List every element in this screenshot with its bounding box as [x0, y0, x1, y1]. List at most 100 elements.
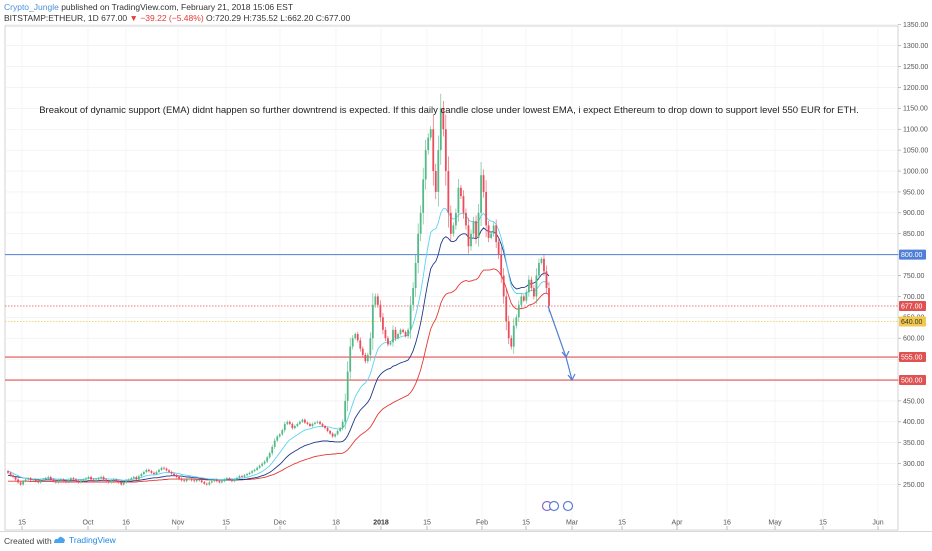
candle-body	[339, 428, 342, 432]
candle-body	[301, 419, 304, 422]
candle-body	[140, 474, 143, 477]
candle-body	[142, 471, 145, 475]
price-tick-label: 1250.00	[903, 64, 928, 71]
support-resistance-levels	[5, 254, 898, 381]
level-tag-label: 677.00	[901, 304, 923, 311]
price-chart[interactable]: Breakout of dynamic support (EMA) didnt …	[0, 0, 932, 531]
candle-body	[515, 317, 518, 326]
candle-body	[389, 342, 392, 345]
candle-body	[309, 423, 311, 426]
candle-body	[522, 296, 525, 301]
candle-body	[185, 479, 188, 482]
candle-body	[231, 479, 233, 482]
tradingview-link[interactable]: TradingView	[52, 534, 116, 546]
candle-body	[173, 473, 175, 476]
candle-body	[472, 221, 475, 234]
candle-body	[482, 175, 485, 192]
candle-body	[67, 480, 70, 482]
price-tick-label: 1050.00	[903, 148, 928, 155]
level-tag-label: 555.00	[901, 355, 923, 362]
candle-body	[205, 483, 208, 485]
price-tick-label: 750.00	[903, 273, 925, 280]
low-value: L:662.20	[280, 13, 314, 23]
candle-body	[397, 334, 399, 339]
price-tick-label: 450.00	[903, 398, 925, 405]
event-marker-icon-2	[562, 500, 574, 512]
time-tick-label: 15	[222, 520, 230, 527]
candle-body	[288, 421, 291, 424]
candle-body	[19, 482, 22, 485]
candle-body	[208, 482, 211, 485]
candle-body	[77, 481, 80, 483]
candle-body	[85, 478, 87, 480]
time-tick-label: Feb	[476, 520, 488, 527]
level-tag-0	[899, 249, 926, 260]
candle-body	[195, 479, 198, 482]
tradingview-brand: TradingView	[69, 535, 116, 545]
candle-body	[271, 446, 274, 454]
chart-annotation[interactable]: Breakout of dynamic support (EMA) didnt …	[39, 105, 859, 116]
candle-body	[203, 481, 206, 484]
candle-body	[215, 479, 218, 482]
candle-body	[49, 476, 52, 480]
price-tick-label: 300.00	[903, 461, 925, 468]
time-tick-label: Apr	[672, 520, 684, 527]
candle-body	[291, 423, 294, 429]
candle-body	[510, 338, 513, 347]
candle-body	[427, 137, 430, 151]
candle-body	[256, 467, 259, 470]
candle-body	[457, 187, 460, 213]
candle-body	[485, 191, 487, 226]
candle-body	[82, 479, 85, 481]
header-line-1: Crypto_Jungle published on TradingView.c…	[4, 2, 350, 13]
price-tick-label: 600.00	[903, 336, 925, 343]
price-tick-label: 400.00	[903, 419, 925, 426]
time-tick-label: Jun	[872, 520, 883, 527]
candle-body	[9, 472, 12, 476]
price-tick-label: 250.00	[903, 482, 925, 489]
price-axis[interactable]: 250.00300.00350.00400.00450.00500.00550.…	[898, 22, 928, 489]
footer: Created with TradingView	[0, 531, 932, 551]
candle-body	[334, 434, 337, 437]
candle-body	[366, 354, 369, 362]
candle-body	[379, 304, 382, 318]
candle-body	[321, 423, 324, 426]
header-line-2: BITSTAMP:ETHEUR, 1D 677.00 ▼ −39.22 (−5.…	[4, 13, 350, 24]
time-tick-label: 16	[122, 520, 130, 527]
candle-body	[530, 279, 533, 289]
author-link[interactable]: Crypto_Jungle	[4, 2, 59, 12]
candle-body	[158, 469, 160, 472]
candle-body	[371, 304, 374, 339]
candle-body	[492, 225, 495, 234]
candle-body	[293, 425, 296, 429]
time-tick-label: Nov	[172, 520, 185, 527]
candle-body	[102, 476, 105, 480]
candle-body	[223, 479, 226, 482]
candle-body	[62, 479, 65, 482]
candle-body	[190, 478, 193, 481]
price-tick-label: 1000.00	[903, 168, 928, 175]
candle-body	[369, 338, 372, 355]
time-axis[interactable]: 15 Oct 16 Nov 15 Dec 18 2018 15 Feb 15 Mar 15 Apr 16 Ma…	[18, 520, 884, 531]
candle-body	[14, 476, 17, 480]
candle-body	[480, 175, 482, 213]
candle-body	[110, 480, 113, 483]
candle-body	[417, 233, 420, 263]
candle-body	[507, 321, 510, 339]
candle-body	[326, 428, 329, 432]
candle-body	[487, 225, 490, 238]
time-tick-label: 2018	[373, 520, 389, 527]
candle-body	[148, 469, 150, 472]
candle-body	[319, 421, 321, 424]
candle-body	[394, 329, 397, 339]
published-text: published on TradingView.com, February 2…	[61, 2, 294, 12]
candle-body	[384, 329, 387, 339]
down-arrow-icon: ▼	[129, 13, 138, 23]
projection-arrowhead-1	[561, 350, 570, 359]
candle-body	[175, 475, 178, 477]
candle-body	[324, 425, 326, 429]
time-tick-label: 15	[522, 520, 530, 527]
candle-body	[349, 346, 352, 372]
candle-body	[37, 481, 40, 483]
event-markers[interactable]	[541, 500, 574, 512]
